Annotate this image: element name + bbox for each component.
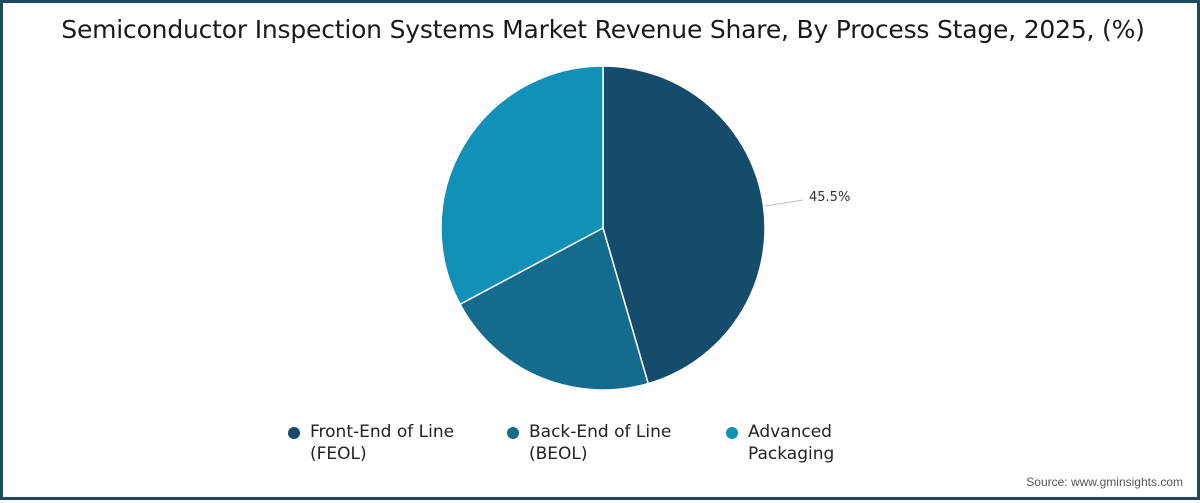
legend-label-beol: Back-End of Line (BEOL) (529, 422, 672, 464)
legend-label-advanced-packaging: Advanced Packaging (748, 422, 835, 464)
pie-chart (440, 65, 804, 391)
pie-slice-feol[interactable] (602, 65, 766, 385)
legend-label-feol: Front-End of Line (FEOL) (310, 422, 455, 464)
legend-item-advanced-packaging[interactable]: Advanced Packaging (726, 421, 834, 465)
source-note: Source: www.gminsights.com (1026, 475, 1183, 489)
legend-dot-advanced-packaging-icon (726, 427, 738, 439)
feol-data-label: 45.5% (809, 190, 851, 205)
pie-slice-advanced-packaging[interactable] (440, 65, 604, 306)
chart-title: Semiconductor Inspection Systems Market … (61, 15, 1145, 44)
legend-dot-feol-icon (288, 427, 300, 439)
legend: Front-End of Line (FEOL) Back-End of Lin… (3, 421, 1200, 471)
legend-dot-beol-icon (507, 427, 519, 439)
pie-slices (440, 65, 766, 391)
legend-item-beol[interactable]: Back-End of Line (BEOL) (507, 421, 671, 465)
feol-leader-line (764, 199, 804, 207)
pie-slice-beol[interactable] (459, 226, 650, 391)
legend-item-feol[interactable]: Front-End of Line (FEOL) (288, 421, 454, 465)
